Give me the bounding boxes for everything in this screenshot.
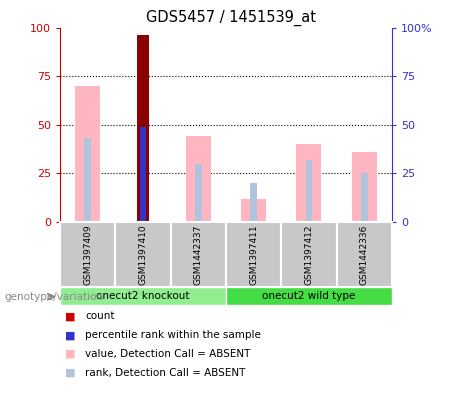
Bar <box>195 163 201 222</box>
Text: value, Detection Call = ABSENT: value, Detection Call = ABSENT <box>85 349 251 359</box>
Bar <box>306 160 312 222</box>
Bar <box>171 222 226 287</box>
Text: GSM1442337: GSM1442337 <box>194 224 203 285</box>
Bar <box>250 183 257 222</box>
Text: genotype/variation: genotype/variation <box>5 292 104 302</box>
Bar <box>140 127 146 222</box>
Bar <box>226 287 392 305</box>
Text: onecut2 knockout: onecut2 knockout <box>96 291 189 301</box>
Text: GSM1397411: GSM1397411 <box>249 224 258 285</box>
Text: GDS5457 / 1451539_at: GDS5457 / 1451539_at <box>146 10 315 26</box>
Bar <box>241 199 266 222</box>
Bar <box>226 222 281 287</box>
Text: GSM1397410: GSM1397410 <box>138 224 148 285</box>
Bar <box>352 152 377 222</box>
Bar <box>84 138 91 222</box>
Bar <box>186 136 211 222</box>
Text: ■: ■ <box>65 311 75 321</box>
Bar <box>137 35 149 222</box>
Bar <box>75 86 100 222</box>
Text: rank, Detection Call = ABSENT: rank, Detection Call = ABSENT <box>85 368 246 378</box>
Text: ■: ■ <box>65 330 75 340</box>
Bar <box>60 287 226 305</box>
Bar <box>337 222 392 287</box>
Text: ■: ■ <box>65 368 75 378</box>
Text: count: count <box>85 311 115 321</box>
Bar <box>296 144 321 222</box>
Text: percentile rank within the sample: percentile rank within the sample <box>85 330 261 340</box>
Text: GSM1442336: GSM1442336 <box>360 224 369 285</box>
Bar <box>60 222 115 287</box>
Text: GSM1397412: GSM1397412 <box>304 224 313 285</box>
Text: GSM1397409: GSM1397409 <box>83 224 92 285</box>
Bar <box>361 173 367 222</box>
Text: onecut2 wild type: onecut2 wild type <box>262 291 355 301</box>
Bar <box>115 222 171 287</box>
Bar <box>281 222 337 287</box>
Text: ■: ■ <box>65 349 75 359</box>
